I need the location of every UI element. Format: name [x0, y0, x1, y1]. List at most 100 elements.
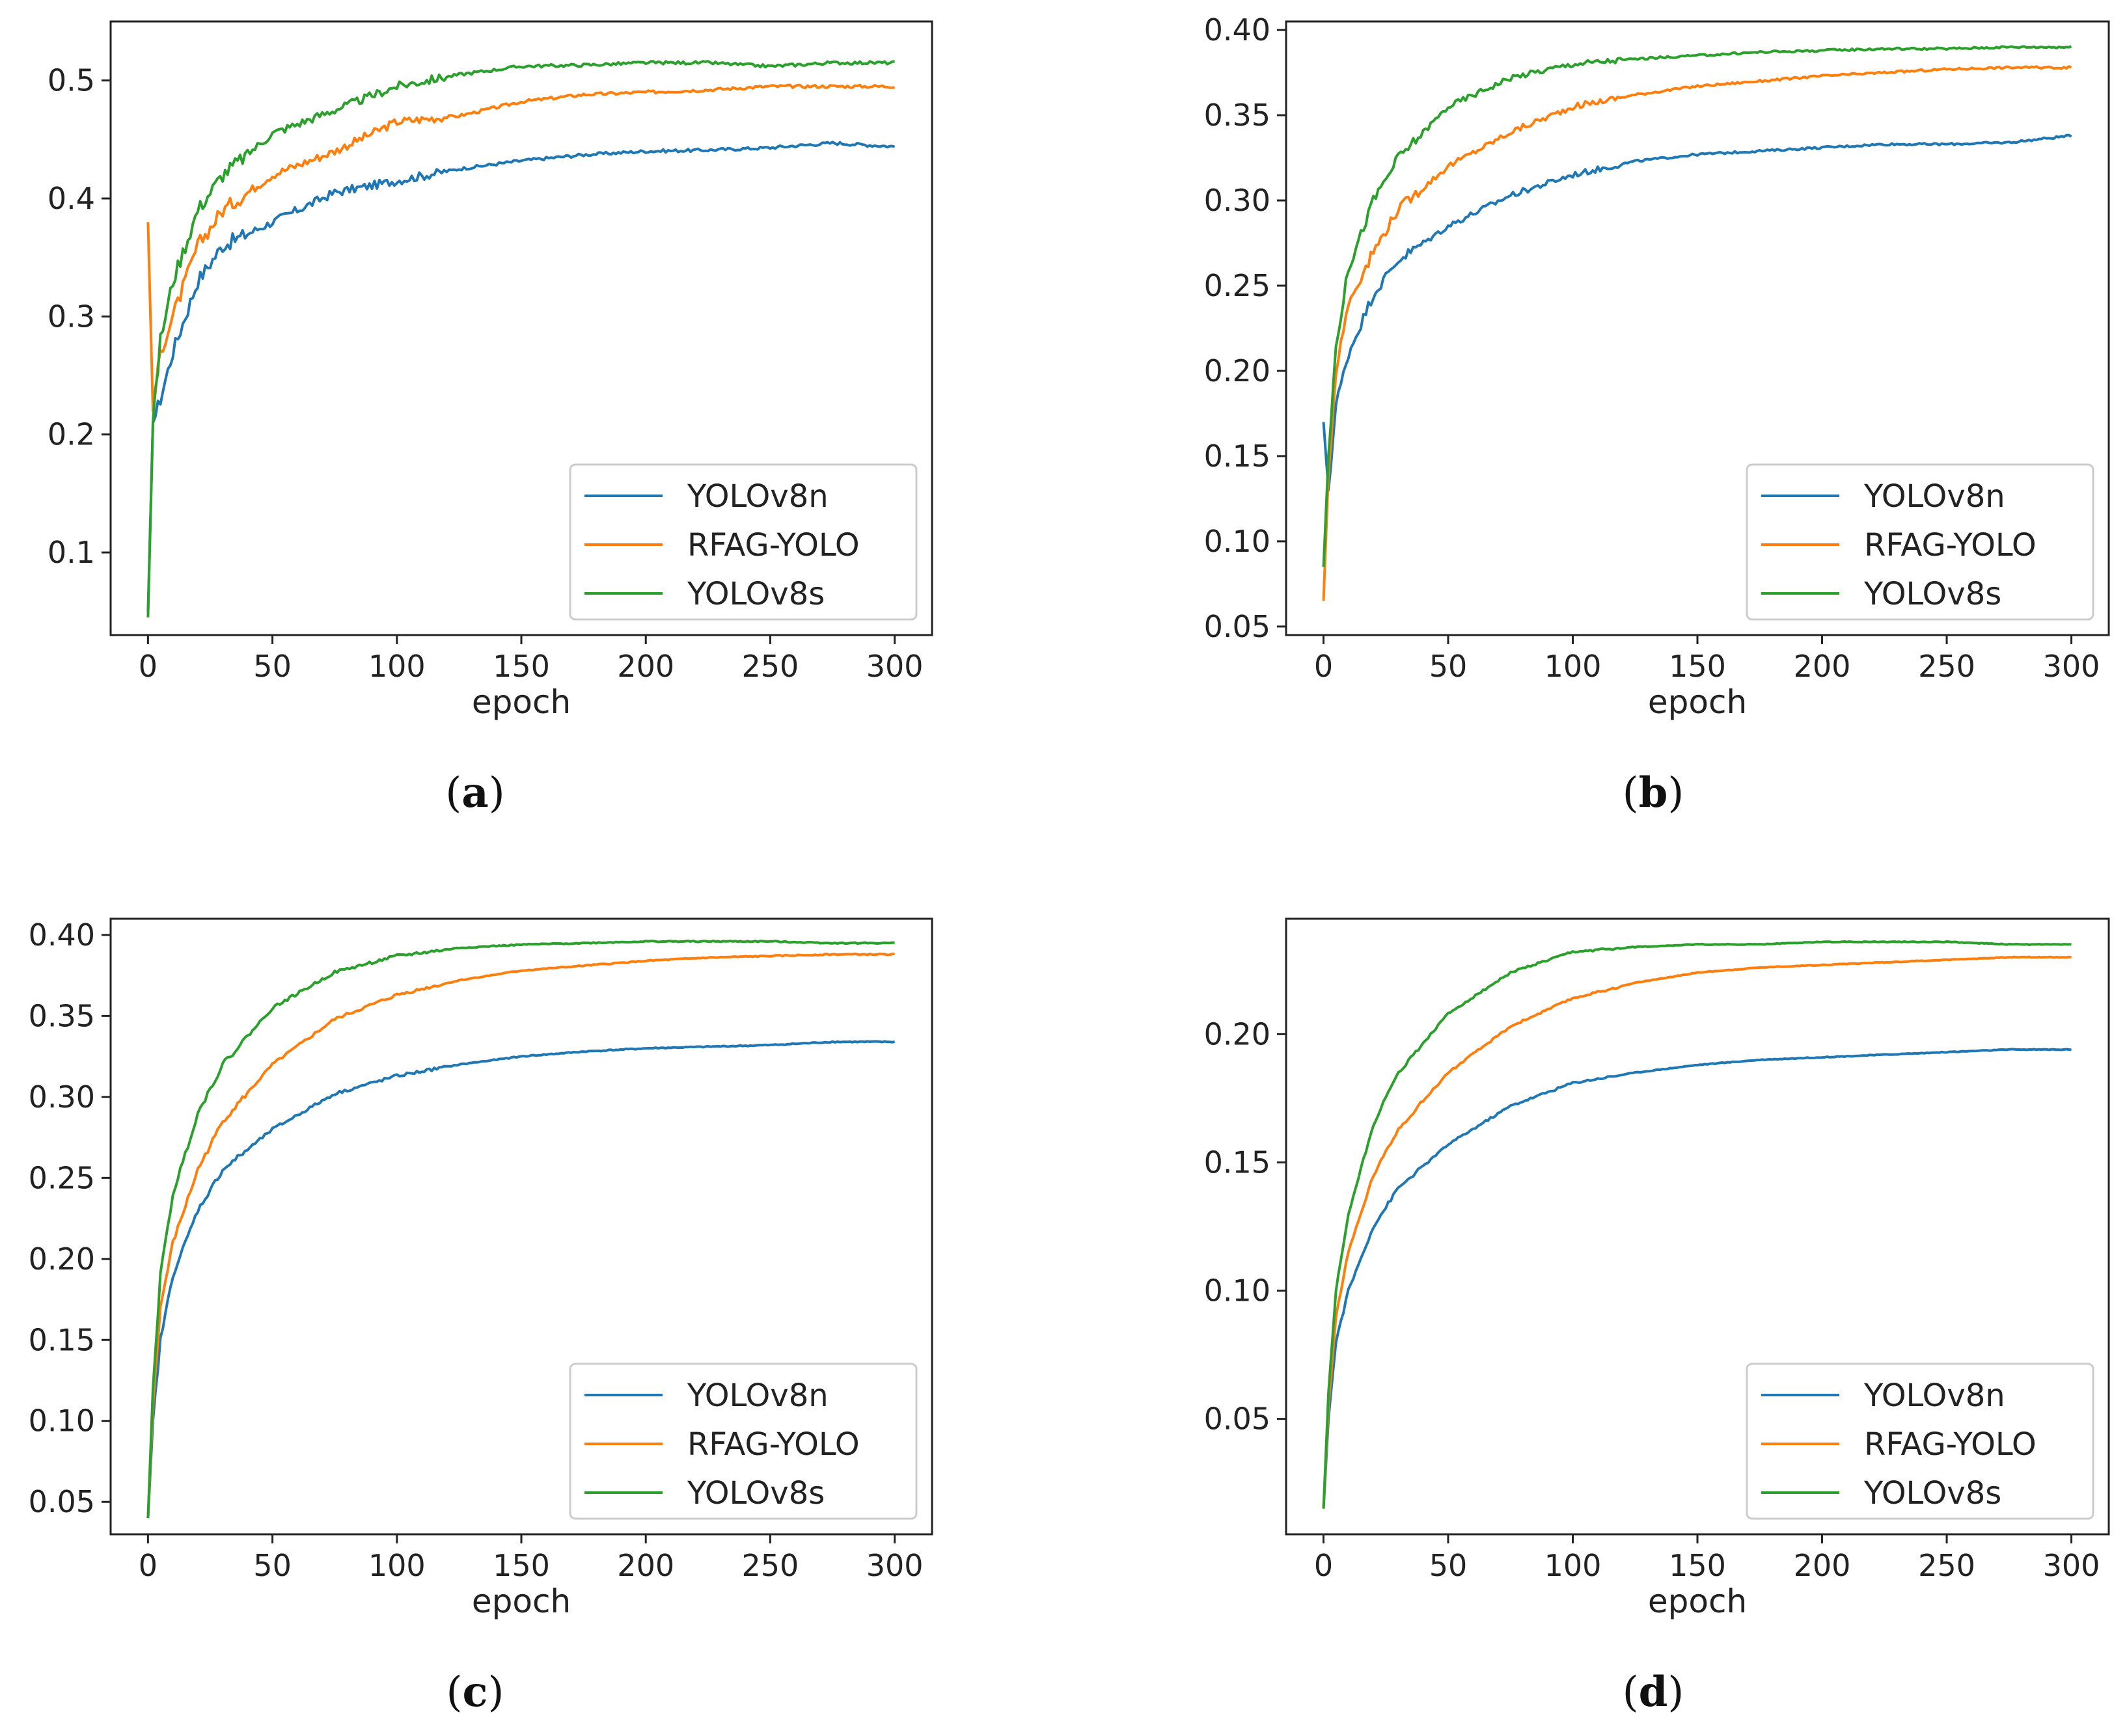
- caption-paren-close: ): [1667, 769, 1684, 817]
- y-tick-label: 0.25: [29, 1160, 95, 1195]
- chart-panel-d: 0 50 100 150 200 250 300 0.05 0.10 0.15 0.20 epoch Y…: [1204, 917, 2110, 1716]
- caption-letter: a: [461, 768, 488, 817]
- x-axis-title: epoch: [1648, 1582, 1747, 1620]
- y-tick-label: 0.35: [1204, 98, 1270, 133]
- x-tick-label: 50: [1429, 649, 1468, 684]
- x-tick-label: 150: [1669, 1548, 1726, 1583]
- panel-caption: (b): [1623, 768, 1684, 817]
- caption-letter: b: [1639, 768, 1668, 817]
- y-tick-label: 0.15: [1204, 439, 1270, 474]
- legend-box: [569, 1363, 918, 1520]
- x-tick-label: 0: [139, 649, 158, 684]
- series-line-yolov8n: [1322, 1048, 2072, 1509]
- x-tick-label: 100: [1544, 649, 1602, 684]
- y-tick-label: 0.1: [48, 535, 95, 570]
- legend-label-rfag-yolo: RFAG-YOLO: [1864, 1426, 2037, 1463]
- y-tick-label: 0.25: [1204, 268, 1270, 303]
- caption-paren-open: (: [446, 1668, 463, 1716]
- legend-label-rfag-yolo: RFAG-YOLO: [687, 1426, 860, 1463]
- x-axis-title: epoch: [472, 683, 571, 721]
- x-tick-label: 200: [1794, 1548, 1851, 1583]
- x-tick-label: 200: [617, 649, 674, 684]
- plot-frame: [1285, 20, 2110, 636]
- x-tick-label: 300: [866, 649, 924, 684]
- x-tick-label: 150: [493, 649, 550, 684]
- y-tick-label: 0.40: [29, 917, 95, 953]
- x-tick-label: 300: [2043, 1548, 2100, 1583]
- caption-paren-close: ): [1667, 1668, 1684, 1716]
- legend-label-rfag-yolo: RFAG-YOLO: [1864, 527, 2037, 563]
- chart-panel-b: 0 50 100 150 200 250 300 0.05 0.10 0.15 0.20 0.25 0.…: [1204, 12, 2110, 817]
- y-tick-label: 0.20: [1204, 353, 1270, 388]
- y-tick-label: 0.10: [1204, 1273, 1270, 1309]
- caption-letter: c: [463, 1668, 488, 1716]
- series-line-rfag-yolo: [1322, 955, 2072, 1509]
- x-tick-label: 0: [139, 1548, 158, 1583]
- panel-caption: (d): [1623, 1668, 1684, 1716]
- y-tick-label: 0.2: [48, 417, 95, 452]
- legend-label-yolov8s: YOLOv8s: [1863, 1475, 2001, 1512]
- panel-caption: (c): [446, 1668, 504, 1716]
- caption-letter: d: [1639, 1668, 1668, 1716]
- y-tick-label: 0.5: [48, 63, 95, 98]
- y-tick-label: 0.10: [1204, 524, 1270, 559]
- panel-caption: (a): [445, 768, 504, 817]
- y-tick-label: 0.10: [29, 1404, 95, 1439]
- y-tick-label: 0.15: [29, 1322, 95, 1357]
- x-axis-title: epoch: [1648, 683, 1747, 721]
- x-tick-label: 300: [866, 1548, 924, 1583]
- legend-label-yolov8s: YOLOv8s: [687, 1475, 825, 1512]
- legend-box: [1746, 1363, 2094, 1520]
- y-tick-label: 0.05: [1204, 1402, 1270, 1437]
- x-tick-label: 50: [1429, 1548, 1468, 1583]
- x-tick-label: 0: [1314, 649, 1333, 684]
- legend-label-yolov8n: YOLOv8n: [1863, 1377, 2005, 1414]
- series-line-yolov8n: [146, 1040, 895, 1519]
- legend-box: [1746, 463, 2094, 621]
- caption-paren-close: ): [489, 769, 505, 817]
- x-tick-label: 100: [368, 649, 426, 684]
- legend-label-rfag-yolo: RFAG-YOLO: [687, 527, 860, 563]
- y-tick-label: 0.20: [1204, 1016, 1270, 1051]
- plot-frame: [109, 20, 933, 636]
- x-tick-label: 250: [742, 649, 799, 684]
- series-line-yolov8s: [146, 940, 895, 1519]
- caption-paren-open: (: [1623, 769, 1639, 817]
- plot-frame: [109, 917, 933, 1536]
- y-tick-label: 0.3: [48, 299, 95, 334]
- legend-box: [569, 463, 918, 621]
- x-tick-label: 150: [493, 1548, 550, 1583]
- y-tick-label: 0.05: [29, 1484, 95, 1519]
- y-tick-label: 0.15: [1204, 1145, 1270, 1180]
- x-tick-label: 50: [253, 649, 292, 684]
- legend: YOLOv8n RFAG-YOLO YOLOv8s: [1746, 463, 2094, 621]
- x-tick-label: 200: [1794, 649, 1851, 684]
- legend: YOLOv8n RFAG-YOLO YOLOv8s: [569, 1363, 918, 1520]
- chart-panel-c: 0 50 100 150 200 250 300 0.05 0.10 0.15 0.20 0.25 0.…: [29, 917, 933, 1716]
- plot-frame: [1285, 917, 2110, 1536]
- series-line-yolov8s: [1322, 45, 2072, 567]
- x-tick-label: 100: [368, 1548, 426, 1583]
- series-line-yolov8s: [1322, 940, 2072, 1509]
- legend-label-yolov8n: YOLOv8n: [687, 1377, 829, 1414]
- series-line-rfag-yolo: [146, 953, 895, 1519]
- legend-label-yolov8s: YOLOv8s: [687, 576, 825, 612]
- legend: YOLOv8n RFAG-YOLO YOLOv8s: [1746, 1363, 2094, 1520]
- chart-panel-a: 0 50 100 150 200 250 300 0.1 0.2 0.3 0.4 0.5 epoch YO…: [48, 20, 933, 817]
- caption-paren-close: ): [487, 1668, 504, 1716]
- x-tick-label: 0: [1314, 1548, 1333, 1583]
- y-tick-label: 0.4: [48, 181, 95, 216]
- x-tick-label: 50: [253, 1548, 292, 1583]
- x-tick-label: 250: [1918, 649, 1975, 684]
- x-tick-label: 250: [742, 1548, 799, 1583]
- caption-paren-open: (: [1623, 1668, 1639, 1716]
- y-tick-label: 0.35: [29, 998, 95, 1033]
- series-line-rfag-yolo: [1322, 65, 2072, 601]
- x-tick-label: 100: [1544, 1548, 1602, 1583]
- series-line-yolov8s: [146, 60, 895, 617]
- x-tick-label: 300: [2043, 649, 2100, 684]
- series-line-yolov8n: [146, 141, 896, 612]
- legend-label-yolov8n: YOLOv8n: [1863, 478, 2005, 515]
- legend-label-yolov8n: YOLOv8n: [687, 478, 829, 515]
